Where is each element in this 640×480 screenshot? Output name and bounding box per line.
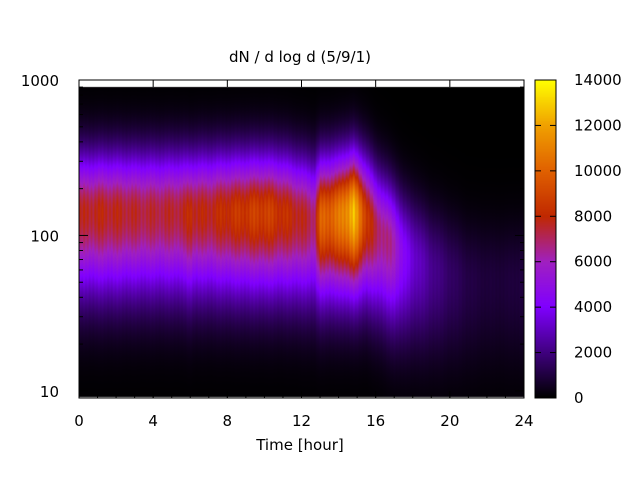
colorbar-tick-label: 10000 xyxy=(574,162,622,180)
colorbar-tick-label: 2000 xyxy=(574,344,612,362)
y-axis: 10 100 1000 xyxy=(21,72,524,401)
y-tick-label: 100 xyxy=(30,227,59,245)
x-tick-label: 8 xyxy=(223,412,233,430)
colorbar-frame xyxy=(534,79,557,399)
colorbar-axis: 0 2000 4000 6000 8000 10000 12000 14000 xyxy=(535,71,622,407)
colorbar-tick-label: 14000 xyxy=(574,71,622,89)
y-tick-label: 10 xyxy=(40,383,59,401)
x-axis-label: Time [hour] xyxy=(255,436,344,454)
y-tick-label: 1000 xyxy=(21,72,59,90)
colorbar: 0 2000 4000 6000 8000 10000 12000 14000 xyxy=(534,71,622,407)
x-tick-label: 4 xyxy=(148,412,158,430)
x-tick-label: 0 xyxy=(74,412,84,430)
colorbar-tick-label: 8000 xyxy=(574,207,612,225)
colorbar-tick-label: 4000 xyxy=(574,298,612,316)
chart-title: dN / d log d (5/9/1) xyxy=(229,48,371,66)
colorbar-tick-label: 6000 xyxy=(574,253,612,271)
colorbar-tick-label: 0 xyxy=(574,389,584,407)
x-tick-label: 16 xyxy=(366,412,385,430)
x-tick-label: 24 xyxy=(514,412,533,430)
plot-area xyxy=(78,79,525,399)
x-tick-label: 20 xyxy=(440,412,459,430)
colorbar-tick-label: 12000 xyxy=(574,116,622,134)
heatmap-image xyxy=(79,80,524,398)
x-tick-label: 12 xyxy=(292,412,311,430)
x-axis: 0 4 8 12 16 20 24 xyxy=(74,80,534,430)
colorbar-gradient xyxy=(535,80,556,398)
